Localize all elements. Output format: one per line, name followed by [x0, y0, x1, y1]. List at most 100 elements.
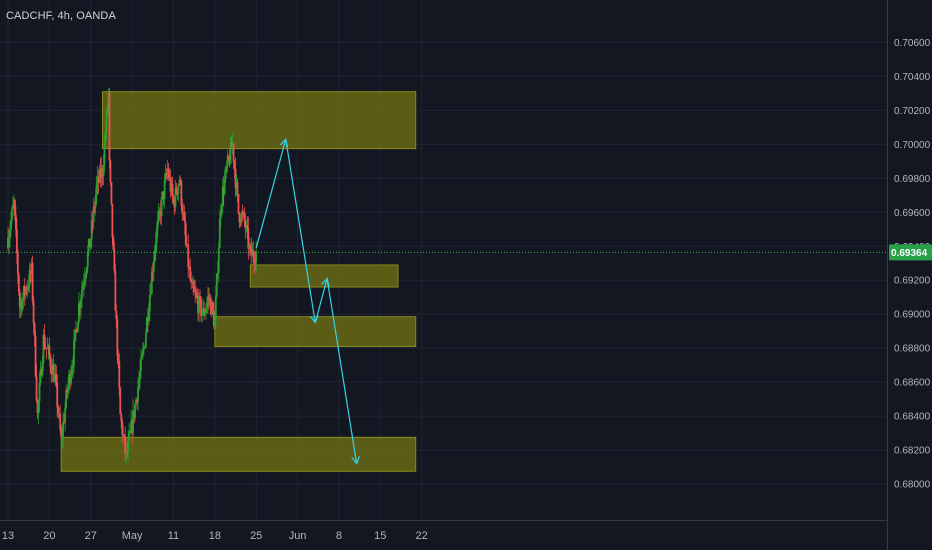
- projection-arrow-segment[interactable]: [314, 278, 328, 323]
- candle-body: [174, 187, 177, 208]
- candle-body: [219, 211, 222, 220]
- candle-body: [236, 181, 239, 195]
- candle-body: [59, 413, 62, 430]
- projection-arrow-segment[interactable]: [255, 139, 287, 249]
- candle-body: [115, 310, 118, 320]
- candle-body: [181, 205, 184, 215]
- x-tick-label: 22: [416, 530, 428, 542]
- y-tick-label: 0.69000: [894, 310, 931, 321]
- candle-body: [225, 165, 228, 168]
- candle-body: [57, 407, 60, 414]
- y-tick-label: 0.70200: [894, 106, 931, 117]
- candle-body: [233, 161, 236, 169]
- candle-body: [238, 212, 241, 223]
- zones[interactable]: [60, 91, 417, 472]
- projection-arrows[interactable]: [255, 138, 360, 465]
- y-tick-label: 0.68400: [894, 412, 931, 423]
- candle-body: [106, 107, 109, 112]
- candle-body: [131, 421, 133, 434]
- candle-body: [118, 361, 121, 388]
- candle-body: [227, 155, 230, 159]
- support-resistance-zone-1[interactable]: [102, 91, 417, 150]
- candle-body: [20, 301, 23, 310]
- candle-body: [55, 374, 58, 383]
- candle-body: [221, 186, 224, 207]
- candle-body: [121, 420, 124, 436]
- candle-body: [11, 208, 13, 220]
- candle-body: [54, 374, 57, 376]
- candle-body: [120, 414, 123, 421]
- candle-body: [228, 158, 231, 164]
- candle-body: [188, 267, 191, 269]
- candle-body: [44, 347, 47, 349]
- candle-body: [186, 244, 189, 246]
- candle-body: [150, 271, 153, 294]
- candle-body: [156, 219, 159, 229]
- x-tick-label: 18: [209, 530, 221, 542]
- candle-body: [138, 379, 140, 388]
- y-tick-label: 0.68200: [894, 446, 931, 457]
- candle-body: [173, 202, 176, 208]
- candle-body: [183, 212, 186, 221]
- candle-body: [180, 181, 183, 206]
- x-tick-label: 27: [85, 530, 97, 542]
- candles[interactable]: [7, 87, 258, 465]
- candle-body: [93, 206, 96, 208]
- candle-body: [239, 222, 242, 224]
- candle-body: [246, 224, 249, 229]
- candle-body: [108, 91, 111, 161]
- candle-body: [208, 297, 210, 299]
- candle-body: [248, 244, 251, 249]
- candle-body: [139, 371, 141, 380]
- candle-body: [149, 293, 152, 295]
- candle-body: [207, 297, 209, 303]
- candle-body: [78, 303, 80, 323]
- candle-body: [9, 229, 11, 239]
- candle-body: [14, 214, 17, 230]
- candle-body: [191, 281, 194, 283]
- candle-body: [243, 211, 246, 220]
- candle-body: [142, 349, 144, 355]
- candle-body: [197, 298, 199, 314]
- candle-body: [247, 228, 250, 249]
- y-tick-label: 0.69600: [894, 208, 931, 219]
- candle-body: [78, 303, 81, 308]
- candle-body: [194, 291, 197, 294]
- candle-body: [77, 322, 79, 333]
- candle-body: [50, 366, 53, 375]
- candle-body: [81, 285, 84, 291]
- candle-body: [48, 345, 51, 356]
- candle-body: [147, 311, 150, 322]
- candle-body: [74, 330, 76, 340]
- candle-body: [159, 210, 162, 217]
- candle-body: [10, 219, 12, 230]
- candle-body: [231, 143, 234, 150]
- candle-body: [41, 362, 44, 376]
- projection-arrow-segment[interactable]: [326, 278, 358, 464]
- candle-body: [234, 168, 237, 189]
- candle-body: [144, 346, 146, 348]
- support-resistance-zone-2[interactable]: [249, 264, 399, 288]
- candle-body: [83, 278, 86, 283]
- candle-body: [87, 239, 90, 252]
- candle-body: [96, 176, 99, 184]
- candle-body: [189, 267, 192, 280]
- candle-body: [230, 142, 233, 150]
- candle-body: [232, 143, 235, 162]
- candle-body: [178, 180, 181, 186]
- candle-body: [52, 365, 55, 382]
- candle-body: [47, 345, 50, 349]
- candle-body: [167, 169, 170, 178]
- projection-arrow-segment[interactable]: [285, 139, 316, 323]
- candle-body: [157, 211, 160, 220]
- candle-body: [61, 436, 64, 438]
- candle-body: [37, 401, 40, 414]
- candle-body: [38, 382, 41, 402]
- candle-body: [212, 310, 215, 326]
- support-resistance-zone-4[interactable]: [60, 436, 417, 472]
- candle-body: [98, 168, 101, 183]
- candle-body: [137, 387, 139, 403]
- candle-body: [32, 300, 35, 324]
- candle-body: [226, 155, 229, 166]
